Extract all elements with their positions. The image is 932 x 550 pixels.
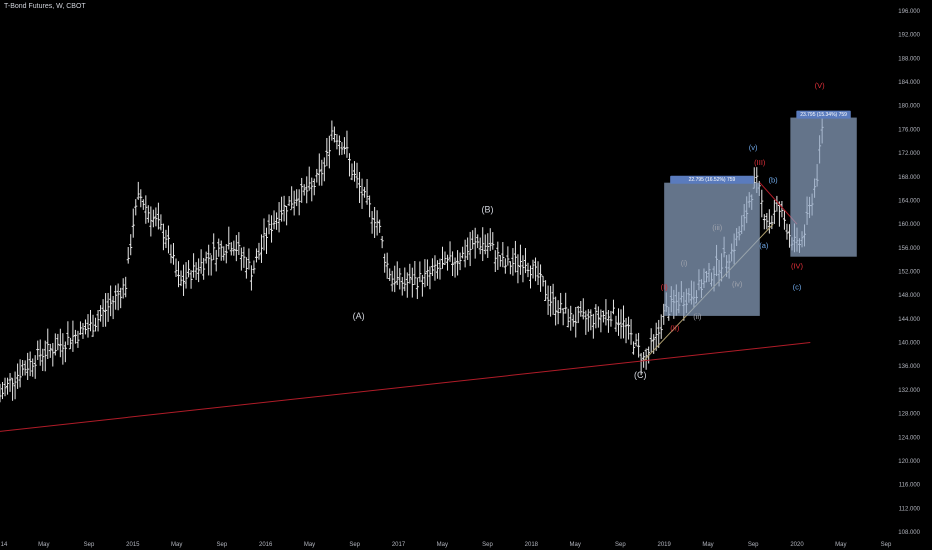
- time-tick-label: 2018: [525, 542, 539, 548]
- time-tick-label: Sep: [349, 542, 360, 548]
- time-tick-label: 2015: [126, 542, 140, 548]
- price-axis: 196.000 192.000 188.000 184.000 180.000 176.0…: [898, 9, 920, 536]
- wave-label: (iv): [732, 279, 743, 288]
- wave-label: (i): [681, 259, 688, 268]
- wave-label: (b): [769, 176, 779, 185]
- price-tick-label: 184.000: [898, 80, 920, 86]
- measure-boxes: 22.795 (16.52%) 759 23.795 (15.34%) 759: [664, 110, 857, 316]
- time-tick-label: Sep: [748, 542, 759, 548]
- time-tick-label: May: [304, 542, 315, 548]
- price-tick-label: 176.000: [898, 127, 920, 133]
- price-tick-label: 192.000: [898, 33, 920, 39]
- time-tick-label: Sep: [482, 542, 493, 548]
- price-tick-label: 152.000: [898, 270, 920, 276]
- price-tick-label: 148.000: [898, 293, 920, 299]
- time-tick-label: Sep: [881, 542, 892, 548]
- measure-box: [790, 117, 857, 257]
- price-tick-label: 168.000: [898, 175, 920, 181]
- price-tick-label: 120.000: [898, 459, 920, 465]
- wave-label: (I): [661, 282, 669, 291]
- wave-label: (ii): [693, 312, 702, 321]
- time-axis: 14 May Sep 2015 May Sep 2016 May Sep 2017 May Sep 20…: [1, 542, 892, 548]
- price-tick-label: 156.000: [898, 246, 920, 252]
- price-tick-label: 160.000: [898, 222, 920, 228]
- time-tick-label: May: [437, 542, 448, 548]
- price-tick-label: 124.000: [898, 435, 920, 441]
- price-tick-label: 108.000: [898, 530, 920, 536]
- price-tick-label: 112.000: [899, 506, 921, 512]
- chart-title: T-Bond Futures, W, CBOT: [4, 3, 86, 10]
- measure-box-label: 22.795 (16.52%) 759: [689, 177, 736, 183]
- measure-box-label: 23.795 (15.34%) 759: [800, 112, 847, 118]
- price-tick-label: 196.000: [898, 9, 920, 15]
- time-tick-label: May: [38, 542, 49, 548]
- wave-label: (A): [353, 311, 365, 321]
- time-tick-label: Sep: [615, 542, 626, 548]
- time-tick-label: 2019: [657, 542, 671, 548]
- wave-label: (V): [815, 81, 826, 90]
- price-tick-label: 172.000: [898, 151, 920, 157]
- time-tick-label: 2016: [259, 542, 273, 548]
- wave-label: (v): [749, 143, 758, 152]
- price-tick-label: 128.000: [898, 412, 920, 418]
- time-tick-label: Sep: [84, 542, 95, 548]
- long-term-trendline: [0, 342, 811, 432]
- time-tick-label: Sep: [216, 542, 227, 548]
- price-tick-label: 164.000: [898, 198, 920, 204]
- price-tick-label: 132.000: [898, 388, 920, 394]
- wave-label: (II): [670, 324, 680, 333]
- time-tick-label: 14: [1, 542, 8, 548]
- measure-box-label-bg: [670, 175, 754, 184]
- price-tick-label: 116.000: [899, 483, 921, 489]
- measure-box: [664, 182, 760, 316]
- price-tick-label: 180.000: [898, 104, 920, 110]
- price-bars: [0, 112, 824, 403]
- price-tick-label: 136.000: [898, 364, 920, 370]
- time-tick-label: May: [569, 542, 580, 548]
- time-tick-label: 2017: [392, 542, 406, 548]
- wave-labels: (A) (B) (C) (I) (II) (III) (IV) (V) (i) (ii) (iii)…: [353, 81, 825, 380]
- wave-label: (C): [634, 370, 647, 380]
- wave-label: (IV): [791, 262, 804, 271]
- wave-label: (III): [754, 158, 766, 167]
- time-tick-label: May: [835, 542, 846, 548]
- time-tick-label: May: [171, 542, 182, 548]
- wave-label: (iii): [712, 223, 722, 232]
- price-tick-label: 144.000: [898, 317, 920, 323]
- price-tick-label: 140.000: [898, 341, 920, 347]
- price-tick-label: 188.000: [898, 56, 920, 62]
- wave-label: (c): [793, 282, 802, 291]
- time-tick-label: 2020: [790, 542, 804, 548]
- wave-label: (a): [759, 241, 769, 250]
- measure-box-label-bg: [796, 110, 851, 119]
- time-tick-label: May: [702, 542, 713, 548]
- wave-label: (B): [481, 204, 493, 214]
